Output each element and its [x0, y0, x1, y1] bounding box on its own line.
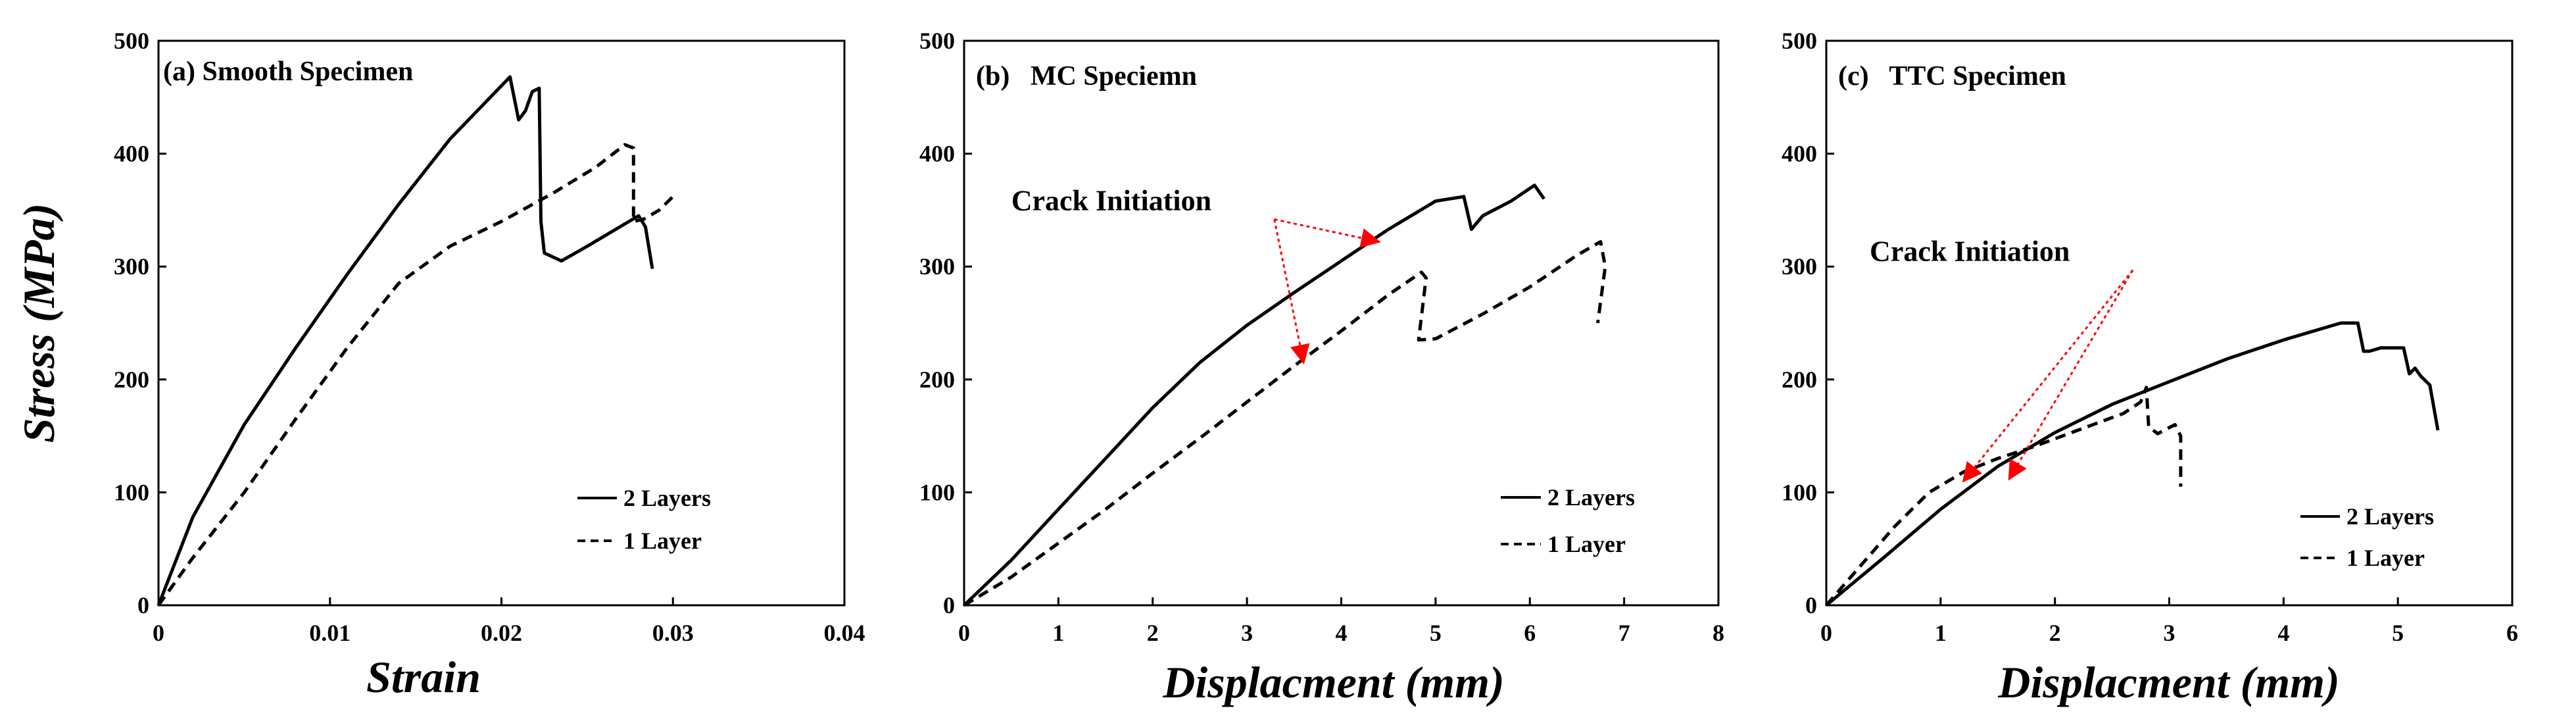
panel-b: (b) MC Speciemn 0 100 200 300 400 500 0 1 2 3 4 5 6 7…: [919, 28, 1724, 707]
legend-label-2-layers: 2 Layers: [623, 485, 711, 511]
y-tick-label: 0: [1805, 592, 1817, 618]
annotation-text: Crack Initiation: [1011, 184, 1211, 216]
x-tick-label: 0.01: [309, 620, 351, 646]
annotation-arrow: [1274, 218, 1381, 248]
x-tick-label: 4: [1336, 620, 1348, 646]
x-tick-label: 0.04: [824, 620, 865, 646]
series-line-1-layer: [157, 143, 675, 607]
y-tick-label: 400: [114, 141, 149, 167]
x-tick-label: 3: [2164, 620, 2175, 646]
legend: 2 Layers 1 Layer: [1501, 484, 1635, 557]
x-tick-label: 1: [1052, 620, 1064, 646]
x-tick-label: 8: [1713, 620, 1724, 646]
x-tick-label: 5: [2392, 620, 2404, 646]
x-axis-label: Displacment (mm): [1162, 657, 1504, 707]
x-tick-label: 1: [1935, 620, 1947, 646]
x-tick-label: 0: [1820, 620, 1832, 646]
series-line-2-layers: [1825, 321, 2440, 607]
y-tick-label: 200: [1782, 366, 1817, 393]
series-group: [157, 75, 675, 607]
annotation-arrow: [1273, 219, 1310, 364]
axes: 0 100 200 300 400 500 0 1 2 3 4 5 6: [1782, 28, 2518, 646]
x-tick-label: 2: [2049, 620, 2061, 646]
panel-c: (c) TTC Specimen 0 100 200 300 400 500 0 1 2 3 4 5 6…: [1782, 28, 2518, 707]
legend: 2 Layers 1 Layer: [577, 485, 711, 554]
y-tick-label: 300: [919, 253, 955, 280]
x-tick-label: 0.02: [481, 620, 522, 646]
annotation-group: Crack Initiation: [1011, 184, 1381, 364]
x-tick-label: 0: [153, 620, 164, 646]
y-tick-label: 300: [1782, 253, 1817, 280]
y-tick-label: 100: [919, 479, 955, 505]
x-axis-label: Displacment (mm): [1997, 657, 2339, 707]
x-tick-label: 3: [1241, 620, 1253, 646]
annotation-arrow: [2008, 269, 2134, 481]
y-tick-label: 300: [114, 253, 149, 280]
legend-label-1-layer: 1 Layer: [2346, 545, 2425, 571]
axes: 0 100 200 300 400 500 0 1 2 3 4 5 6 7 8: [919, 28, 1724, 646]
series-line-1-layer: [963, 239, 1607, 607]
legend-label-1-layer: 1 Layer: [623, 528, 702, 554]
panel-title: (a) Smooth Specimen: [163, 57, 413, 87]
y-tick-label: 500: [919, 28, 955, 54]
x-tick-label: 2: [1147, 620, 1159, 646]
panel-a: (a) Smooth Specimen 0 100 200 300 400 500 0 0.0…: [14, 28, 865, 702]
series-group: [963, 184, 1607, 607]
legend: 2 Layers 1 Layer: [2300, 503, 2434, 571]
y-tick-label: 100: [1782, 479, 1817, 505]
panel-title: (b) MC Speciemn: [976, 61, 1197, 91]
annotation-group: Crack Initiation: [1870, 236, 2134, 483]
x-tick-label: 0.03: [652, 620, 694, 646]
plot-frame: [963, 39, 1720, 607]
y-tick-label: 0: [137, 592, 149, 618]
series-line-2-layers: [963, 184, 1545, 607]
plot-frame: [157, 39, 846, 607]
x-tick-label: 0: [958, 620, 970, 646]
x-axis-label: Strain: [366, 652, 481, 702]
legend-label-2-layers: 2 Layers: [1547, 484, 1635, 511]
panel-title: (c) TTC Specimen: [1838, 61, 2066, 91]
y-tick-label: 100: [114, 479, 149, 505]
x-tick-label: 6: [1524, 620, 1536, 646]
series-line-2-layers: [157, 75, 654, 606]
y-tick-label: 200: [919, 366, 955, 393]
legend-label-1-layer: 1 Layer: [1547, 531, 1626, 557]
x-tick-label: 4: [2277, 620, 2289, 646]
x-tick-label: 6: [2506, 620, 2518, 646]
y-axis-label: Stress (MPa): [14, 203, 64, 443]
y-tick-label: 400: [1782, 141, 1817, 167]
x-tick-label: 5: [1430, 620, 1442, 646]
legend-label-2-layers: 2 Layers: [2346, 503, 2434, 530]
y-tick-label: 0: [943, 592, 955, 618]
y-tick-label: 500: [1782, 28, 1817, 54]
series-group: [1825, 321, 2440, 607]
y-tick-label: 400: [919, 141, 955, 167]
x-tick-label: 7: [1618, 620, 1630, 646]
annotation-arrow: [1962, 269, 2134, 483]
annotation-text: Crack Initiation: [1870, 236, 2070, 268]
y-tick-label: 200: [114, 366, 149, 393]
series-line-1-layer: [1825, 386, 2183, 607]
axes: 0 100 200 300 400 500 0 0.01 0.02 0.03 0.04: [114, 28, 865, 646]
y-tick-label: 500: [114, 28, 149, 54]
